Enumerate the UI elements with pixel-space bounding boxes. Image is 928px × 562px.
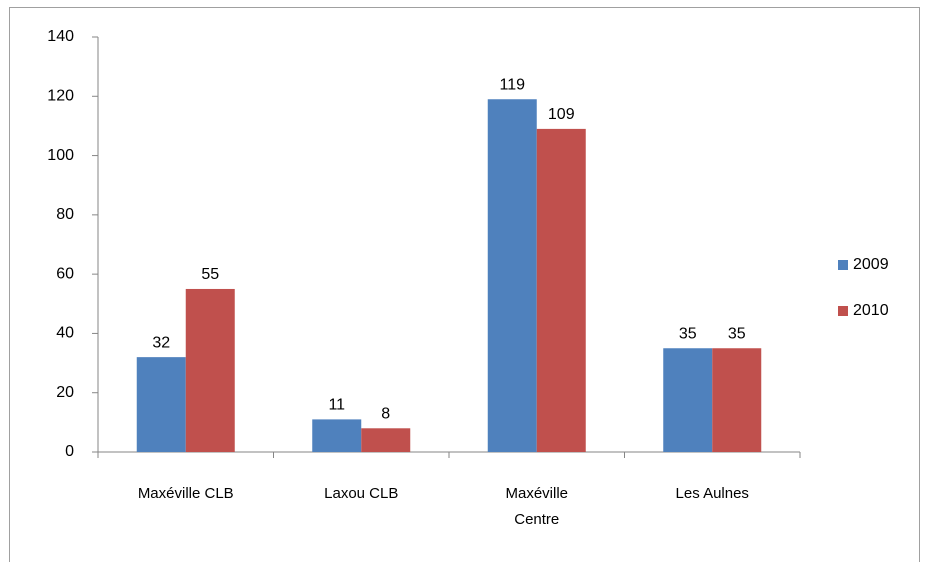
data-label: 109 [548,106,575,123]
x-tick-label: Maxéville CLB [137,485,234,502]
data-label: 11 [328,397,345,414]
data-label: 32 [152,334,170,351]
y-tick-label: 20 [56,384,74,401]
data-label: 35 [728,325,746,342]
chart-border [9,7,920,562]
bar [312,419,362,452]
bar [185,288,235,452]
bar [136,357,186,452]
bar [361,428,411,452]
data-label: 8 [381,406,390,423]
bar [663,348,713,452]
bar [712,348,762,452]
data-label: 55 [201,266,219,283]
legend-label: 2010 [853,302,889,319]
legend-label: 2009 [853,256,889,273]
bar [536,128,586,452]
x-tick-label: Maxéville Centre [505,485,569,528]
legend-swatch [838,260,848,270]
y-tick-label: 140 [47,28,74,45]
y-tick-label: 100 [47,147,74,164]
x-tick-label: Laxou CLB [324,485,399,502]
y-tick-label: 40 [56,325,74,342]
data-label: 35 [679,325,697,342]
legend-swatch [838,306,848,316]
y-tick-label: 0 [65,443,74,460]
y-tick-label: 120 [47,88,74,105]
bar [487,99,537,452]
y-tick-label: 80 [56,206,74,223]
y-tick-label: 60 [56,265,74,282]
data-label: 119 [499,76,525,93]
x-tick-label: Les Aulnes [675,485,749,502]
